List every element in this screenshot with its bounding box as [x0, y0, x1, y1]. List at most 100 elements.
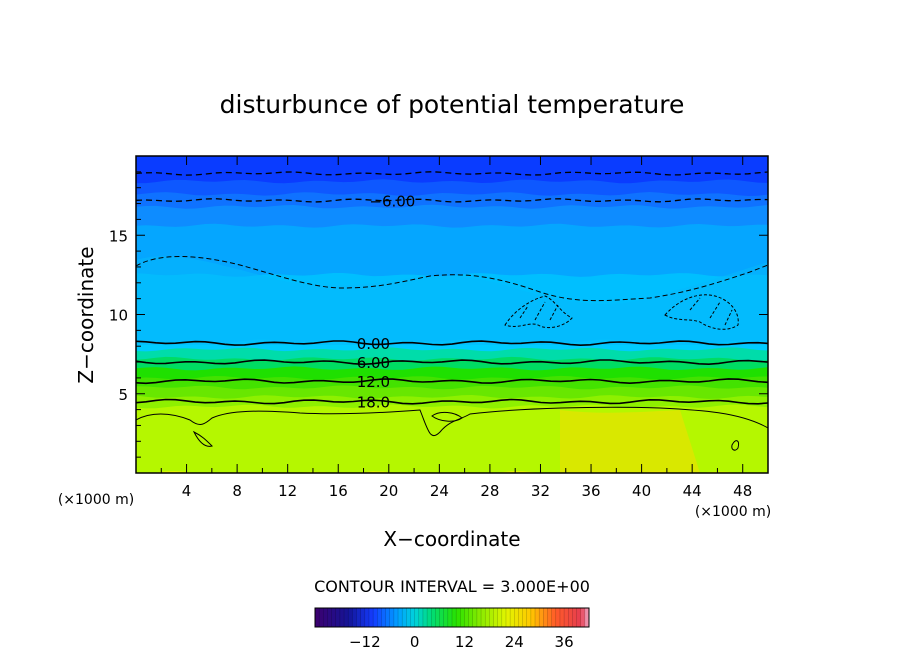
colorbar-swatch — [385, 608, 391, 627]
colorbar-swatch — [497, 608, 503, 627]
x-axis-ticks: 4 8 12 16 20 24 28 32 36 40 44 48 — [160, 156, 752, 500]
y-axis-label: Z−coordinate — [74, 246, 98, 383]
colorbar-swatch — [568, 608, 573, 627]
colorbar-swatch — [427, 608, 432, 627]
colorbar-swatch — [564, 608, 569, 627]
x-axis-unit-right: (×1000 m) — [695, 504, 771, 520]
colorbar-swatch — [447, 608, 453, 627]
x-axis-unit-left: (×1000 m) — [58, 492, 134, 508]
colorbar-swatch — [481, 608, 486, 627]
colorbar-swatch — [364, 608, 370, 627]
colorbar-swatch — [352, 608, 357, 627]
colorbar-swatch — [339, 608, 345, 627]
contour-line — [136, 198, 768, 203]
colorbar-swatch — [518, 608, 523, 627]
contour-label: 12.0 — [357, 373, 390, 391]
colorbar-swatch — [373, 608, 378, 627]
colorbar-swatch — [485, 608, 490, 627]
contour-small-loop-left — [192, 430, 213, 447]
contour-bottom-irregular — [136, 406, 768, 437]
colorbar-swatch — [356, 608, 362, 627]
colorbar-tick-label: 0 — [410, 633, 420, 651]
colorbar-tick-label: 24 — [505, 633, 524, 651]
y-tick-label: 15 — [109, 227, 128, 245]
contour-label: 0.00 — [357, 335, 390, 353]
colorbar-swatch — [368, 608, 374, 627]
colorbar-tick-label: −12 — [349, 633, 381, 651]
colorbar-swatch — [489, 608, 494, 627]
contour-small-loop-center — [431, 411, 463, 422]
colorbar-swatch — [530, 608, 536, 627]
colorbar-swatch — [468, 608, 474, 627]
contour-interval-label: CONTOUR INTERVAL = 3.000E+00 — [314, 577, 590, 596]
contour-label: −6.00 — [369, 192, 415, 210]
colorbar-swatch — [398, 608, 403, 627]
x-tick-label: 36 — [581, 482, 600, 500]
colorbar-swatch — [472, 608, 478, 627]
colorbar-swatch — [435, 608, 440, 627]
colorbar-swatch — [476, 608, 482, 627]
colorbar-swatch — [431, 608, 436, 627]
x-axis-label: X−coordinate — [383, 527, 520, 551]
colorbar-swatch — [526, 608, 532, 627]
colorbar-swatch — [572, 608, 577, 627]
colorbar-swatch — [393, 608, 399, 627]
colorbar-swatch — [439, 608, 445, 627]
colorbar-ticks: −12 0 12 24 36 — [349, 633, 574, 651]
x-tick-label: 28 — [480, 482, 499, 500]
x-tick-label: 40 — [632, 482, 651, 500]
colorbar-swatch — [551, 608, 557, 627]
colorbar-swatch — [452, 608, 457, 627]
colorbar-swatch — [584, 608, 590, 627]
contour-plot-area — [136, 156, 768, 473]
colorbar-swatch — [406, 608, 411, 627]
colorbar-swatch — [501, 608, 507, 627]
colorbar-swatch — [327, 608, 333, 627]
colorbar-swatch — [580, 608, 586, 627]
colorbar-swatch — [331, 608, 337, 627]
contour-line — [136, 398, 768, 405]
y-tick-label: 10 — [109, 307, 128, 325]
contour-line — [136, 171, 768, 176]
colorbar — [314, 608, 590, 627]
colorbar-swatch — [555, 608, 561, 627]
colorbar-swatch — [414, 608, 420, 627]
contour-label: 6.00 — [357, 354, 390, 372]
x-tick-label: 16 — [329, 482, 348, 500]
colorbar-swatch — [315, 608, 320, 627]
colorbar-swatch — [360, 608, 366, 627]
x-tick-label: 44 — [683, 482, 702, 500]
colorbar-swatch — [547, 608, 553, 627]
warm-region-right — [560, 410, 700, 473]
colorbar-swatch — [505, 608, 511, 627]
colorbar-swatch — [410, 608, 416, 627]
x-tick-label: 8 — [232, 482, 242, 500]
x-tick-label: 4 — [182, 482, 192, 500]
contour-lines — [136, 171, 768, 405]
contour-line — [136, 340, 768, 347]
colorbar-swatch — [389, 608, 395, 627]
colorbar-swatch — [443, 608, 449, 627]
contour-label: 18.0 — [357, 394, 390, 412]
contour-line — [136, 378, 768, 385]
colorbar-tick-label: 12 — [455, 633, 474, 651]
x-tick-label: 32 — [531, 482, 550, 500]
colorbar-frame — [314, 607, 590, 628]
colorbar-swatch — [510, 608, 515, 627]
colorbar-swatch — [559, 608, 565, 627]
colorbar-swatch — [348, 608, 353, 627]
x-tick-label: 20 — [379, 482, 398, 500]
colorbar-swatch — [344, 608, 349, 627]
colorbar-swatch — [543, 608, 548, 627]
shade-region-left — [136, 256, 768, 345]
colorbar-swatch — [464, 608, 470, 627]
colorbar-swatch — [514, 608, 519, 627]
contour-noise-patch-2 — [664, 294, 739, 330]
colorbar-swatch — [460, 608, 465, 627]
x-tick-label: 48 — [733, 482, 752, 500]
colorbar-tick-label: 36 — [555, 633, 574, 651]
contour-dashed-upper — [136, 256, 768, 302]
colorbar-swatch — [323, 608, 328, 627]
